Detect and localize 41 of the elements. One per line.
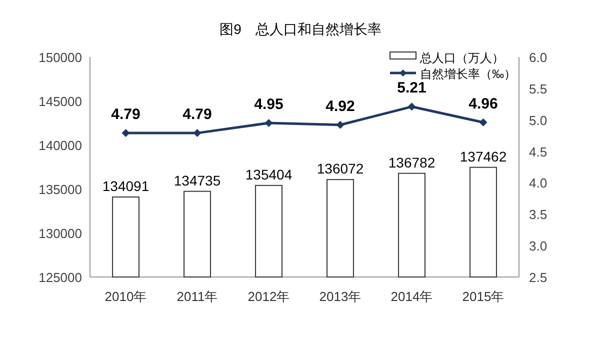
- y2-tick-label: 2.5: [529, 270, 548, 285]
- data-label: 5.21: [397, 80, 426, 97]
- x-tick-label: 2013年: [319, 289, 362, 304]
- y-tick-label: 150000: [38, 50, 82, 65]
- x-tick-label: 2014年: [390, 289, 433, 304]
- point: [193, 129, 202, 138]
- y2-tick-label: 5.0: [529, 112, 548, 128]
- data-label: 4.79: [182, 106, 212, 124]
- x-tick-label: 2012年: [248, 289, 290, 304]
- data-label: 4.79: [111, 106, 140, 124]
- legend-label: 总人口（万人）: [419, 51, 504, 65]
- y-tick-label: 145000: [38, 94, 82, 109]
- data-label: 134735: [174, 172, 221, 188]
- y-tick-label: 135000: [38, 182, 82, 197]
- y2-tick-label: 4.5: [529, 144, 548, 160]
- point: [336, 120, 344, 129]
- point: [408, 102, 416, 111]
- x-tick-label: 2010年: [104, 289, 147, 304]
- y2-tick-label: 5.5: [529, 81, 548, 96]
- point: [122, 129, 130, 138]
- x-tick-label: 2015年: [462, 289, 504, 304]
- data-label: 4.96: [468, 95, 498, 112]
- y2-tick-label: 6.0: [529, 50, 548, 65]
- data-label: 136072: [316, 160, 364, 177]
- point: [264, 119, 273, 127]
- data-label: 4.92: [326, 98, 355, 115]
- y2-tick-label: 4.0: [529, 176, 548, 191]
- x-tick-label: 2011年: [176, 289, 218, 304]
- legend-label: 自然增长率（‰）: [420, 67, 516, 81]
- chart-title: 图9 总人口和自然增长率: [220, 21, 382, 37]
- data-label: 134091: [102, 178, 150, 194]
- data-label: 136782: [388, 154, 436, 170]
- point: [479, 118, 488, 126]
- y-tick-label: 125000: [38, 270, 82, 285]
- data-label: 4.95: [254, 96, 284, 113]
- data-label: 135404: [245, 166, 292, 182]
- y-tick-label: 140000: [38, 138, 82, 153]
- y2-tick-label: 3.5: [529, 207, 548, 222]
- y2-tick-label: 3.0: [529, 238, 548, 254]
- y-tick-label: 130000: [38, 226, 82, 241]
- data-label: 137462: [460, 148, 507, 164]
